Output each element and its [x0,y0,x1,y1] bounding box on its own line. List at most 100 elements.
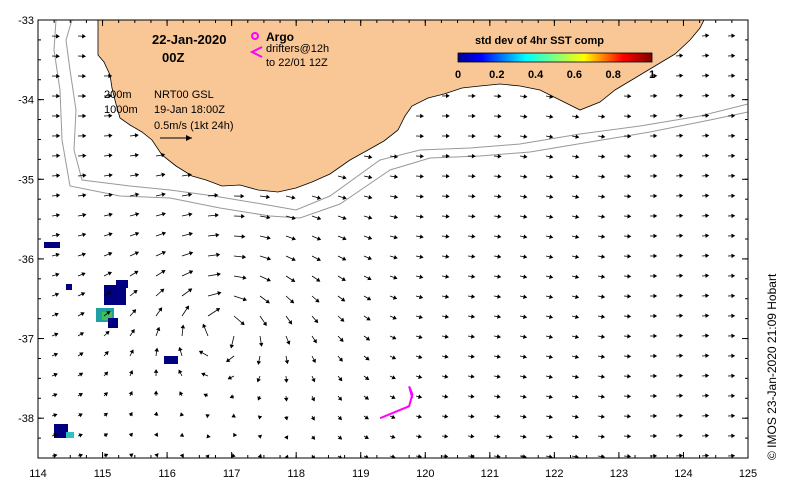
argo-label: Argo [266,30,294,44]
current-arrowhead-icon [266,214,271,220]
drifter-track [379,385,414,420]
x-tick-label: 116 [158,468,176,480]
current-arrowhead-icon [471,294,476,299]
current-arrowhead-icon [601,194,606,199]
current-arrowhead-icon [601,134,606,139]
current-arrowhead-icon [601,354,606,359]
current-arrowhead-icon [575,134,580,139]
colorbar-tick-label: 0.2 [489,69,504,81]
current-arrowhead-icon [128,432,133,438]
current-arrowhead-icon [731,353,736,359]
current-arrowhead-icon [78,372,84,377]
current-arrowhead-icon [471,194,476,199]
current-arrowhead-icon [420,153,424,159]
current-arrowhead-icon [575,274,580,279]
current-arrowhead-icon [471,113,476,119]
current-arrowhead-icon [444,374,449,379]
current-arrowhead-icon [653,173,658,179]
drifter-legend-icon [249,46,263,58]
current-arrowhead-icon [444,453,449,458]
current-arrowhead-icon [108,153,113,158]
current-arrowhead-icon [523,174,528,179]
current-arrowhead-icon [391,394,396,400]
current-arrowhead-icon [601,154,606,159]
current-arrowhead-icon [731,433,736,439]
current-arrowhead-icon [188,270,194,275]
current-arrowhead-icon [284,435,289,440]
current-arrowhead-icon [160,288,165,293]
current-arrowhead-icon [522,414,527,419]
x-tick-label: 118 [287,468,305,480]
current-arrowhead-icon [289,299,295,304]
current-arrowhead-icon [54,292,60,297]
colorbar-title: std dev of 4hr SST comp [475,35,604,47]
current-arrowhead-icon [653,373,658,379]
current-arrowhead-icon [393,275,398,280]
current-arrowhead-icon [242,275,247,280]
current-arrowhead-icon [470,414,475,419]
current-arrowhead-icon [78,433,83,438]
current-arrowhead-icon [161,172,166,178]
current-arrowhead-icon [188,251,194,256]
current-arrowhead-icon [574,434,579,439]
current-arrowhead-icon [291,256,296,262]
current-arrowhead-icon [731,313,736,319]
current-arrowhead-icon [679,433,684,439]
current-arrowhead-icon [705,33,710,38]
current-arrowhead-icon [523,194,528,199]
current-arrowhead-icon [56,173,61,178]
current-arrowhead-icon [705,153,710,158]
current-arrowhead-icon [393,234,398,240]
current-arrowhead-icon [627,394,632,399]
current-arrowhead-icon [78,393,83,397]
current-arrowhead-icon [134,153,139,158]
current-arrowhead-icon [154,347,159,352]
current-arrowhead-icon [444,394,449,399]
current-arrowhead-icon [394,194,399,200]
current-arrowhead-icon [134,133,139,138]
x-tick-label: 125 [739,468,757,480]
time-title: 00Z [162,50,184,65]
current-arrowhead-icon [419,194,424,199]
current-vectors [51,33,736,458]
y-tick-label: -34 [18,95,34,107]
credit-text: © IMOS 23-Jan-2020 21:09 Hobart [765,273,779,460]
current-arrowhead-icon [653,253,658,259]
current-arrowhead-icon [56,73,60,79]
current-arrowhead-icon [705,173,710,178]
current-arrowhead-icon [679,373,684,379]
current-arrowhead-icon [179,391,184,396]
current-arrowhead-icon [574,354,580,359]
x-tick-label: 120 [416,468,434,480]
current-arrowhead-icon [444,434,449,439]
current-arrowhead-icon [365,356,370,361]
current-arrowhead-icon [444,334,449,339]
current-arrowhead-icon [106,291,112,296]
current-arrowhead-icon [417,414,423,419]
current-arrowhead-icon [78,413,83,418]
current-arrowhead-icon [523,134,528,139]
current-arrowhead-icon [496,434,501,439]
current-arrowhead-icon [523,94,528,99]
current-arrowhead-icon [444,354,449,359]
colorbar-tick-label: 0.6 [567,69,582,81]
current-arrowhead-icon [470,374,475,379]
current-arrowhead-icon [393,255,398,260]
current-arrowhead-icon [266,277,271,282]
current-arrowhead-icon [198,350,204,355]
current-arrowhead-icon [316,257,321,261]
current-arrowhead-icon [679,353,684,359]
current-arrowhead-icon [653,153,658,159]
current-arrowhead-icon [286,340,291,345]
current-arrowhead-icon [418,454,422,458]
current-arrowhead-icon [731,53,736,59]
current-arrowhead-icon [549,94,554,99]
current-arrowhead-icon [601,294,606,299]
current-arrowhead-icon [231,413,236,418]
current-arrowhead-icon [53,372,58,378]
current-arrowhead-icon [679,273,684,279]
current-arrowhead-icon [497,294,502,299]
current-arrowhead-icon [601,254,606,259]
current-arrowhead-icon [731,333,736,339]
current-arrowhead-icon [103,453,109,458]
